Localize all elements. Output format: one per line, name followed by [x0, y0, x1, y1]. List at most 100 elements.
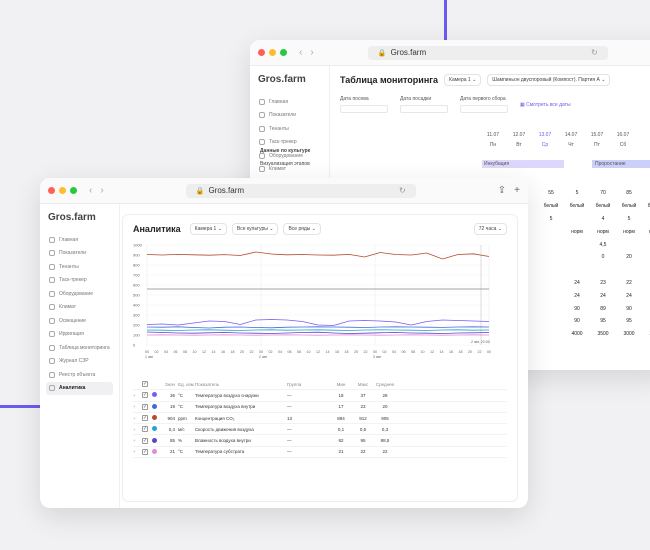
table-cell: 24 — [626, 292, 632, 299]
sidebar-item[interactable]: Таск-трекер — [46, 274, 113, 288]
date-cell[interactable]: 11.07 — [486, 132, 500, 138]
date-cell[interactable]: 15.07 — [590, 132, 604, 138]
sidebar-item[interactable]: Климат — [256, 163, 323, 177]
sidebar-item-label: Ирригация — [59, 331, 84, 338]
table-row[interactable]: + ✓ 0,4 м/с Скорость движения воздуха — 0,1 0,5… — [133, 424, 507, 436]
series-color-cell — [152, 403, 162, 410]
minimize-dot-icon[interactable] — [59, 187, 66, 194]
dayname-cell: Ср — [541, 142, 549, 148]
series-color-cell — [152, 415, 162, 421]
expand-icon[interactable]: + — [133, 404, 136, 410]
row-checkbox[interactable]: ✓ — [142, 392, 148, 399]
sidebar-item[interactable]: Оборудование — [46, 287, 113, 301]
y-tick-label: 0 — [133, 343, 136, 348]
back-arrow-icon[interactable]: ‹ — [89, 185, 93, 196]
range-select[interactable]: 72 часа ⌄ — [473, 223, 507, 235]
nav-item-icon — [259, 152, 265, 159]
sidebar-item[interactable]: Журнал СЗР — [46, 355, 113, 369]
expand-icon[interactable]: + — [133, 426, 136, 432]
table-row[interactable]: + ✓ 85% Влажность воздуха внутри — 82 95 88,5 — [133, 435, 507, 447]
accent-line-horizontal — [0, 405, 44, 408]
crop-select[interactable]: Шампиньон двуспоровый (Компост). Партия … — [487, 74, 611, 86]
nav-arrows: ‹ › — [89, 185, 104, 196]
back-arrow-icon[interactable]: ‹ — [299, 47, 303, 58]
series-color-cell — [152, 448, 162, 455]
sidebar-item[interactable]: Освещение — [46, 314, 113, 328]
table-row[interactable]: + ✓ 36 °C Температура воздуха снаружи — 18 37 28 — [133, 390, 507, 402]
table-cell: 23 — [600, 279, 606, 286]
sidebar-item[interactable]: Оборудование — [256, 149, 323, 163]
table-cell: белый — [595, 203, 611, 210]
maximize-dot-icon[interactable] — [280, 49, 287, 56]
row-checkbox[interactable]: ✓ — [142, 415, 148, 422]
date-cell[interactable]: 12.07 — [512, 132, 526, 138]
share-icon[interactable]: ⇪ — [497, 185, 507, 196]
date-cell[interactable]: 14.07 — [564, 132, 578, 138]
row-checkbox[interactable]: ✓ — [142, 448, 148, 455]
sidebar-item[interactable]: Климат — [46, 301, 113, 315]
table-row[interactable]: + ✓ 21 °C Температура субстрата —21 22 22 — [133, 447, 507, 459]
sidebar-item[interactable]: Тенанты — [256, 122, 323, 136]
forward-arrow-icon[interactable]: › — [100, 185, 104, 196]
stage-growing: Проростание — [592, 160, 650, 168]
sidebar-item[interactable]: Показатели — [46, 247, 113, 261]
row-checkbox[interactable]: ✓ — [142, 403, 148, 410]
analytics-chart[interactable]: 1000 900 800 700 600 500 400 300 200 100 0 00 02 04 06… — [133, 241, 507, 361]
forward-arrow-icon[interactable]: › — [310, 47, 314, 58]
new-tab-icon[interactable]: + — [514, 185, 520, 196]
row-checkbox[interactable]: ✓ — [142, 437, 148, 444]
nav-item-icon — [259, 166, 265, 173]
row-checkbox[interactable]: ✓ — [142, 426, 148, 433]
address-bar[interactable]: 🔒 Gros.farm ↻ — [367, 45, 608, 60]
culture-select[interactable]: Все культуры ⌄ — [231, 223, 279, 235]
expand-icon[interactable]: + — [133, 449, 136, 455]
date-cell[interactable]: 16.07 — [616, 132, 630, 138]
camera-select[interactable]: Камера 1 ⌄ — [189, 223, 227, 235]
reload-icon[interactable]: ↻ — [591, 48, 598, 57]
reload-icon[interactable]: ↻ — [399, 186, 406, 195]
sidebar-item[interactable]: Тенанты — [46, 260, 113, 274]
sidebar-item[interactable]: Таск-трекер — [256, 136, 323, 150]
rows-select[interactable]: Все ряды ⌄ — [283, 223, 321, 235]
expand-icon[interactable]: + — [133, 438, 136, 444]
cursor-label: 2 авг, 22:00 — [471, 340, 490, 344]
x-tick-label: 18 — [231, 350, 235, 354]
cell-unit: % — [178, 438, 183, 444]
close-dot-icon[interactable] — [258, 49, 265, 56]
table-row: белый белый белый белый белый — [538, 200, 650, 213]
sidebar-item[interactable]: Таблица мониторинга — [46, 341, 113, 355]
sidebar-item[interactable]: Аналитика — [46, 381, 113, 395]
address-bar[interactable]: 🔒 Gros.farm ↻ — [185, 183, 416, 198]
date-cell[interactable]: 13.07 — [538, 132, 552, 138]
x-tick-label: 06 — [402, 350, 406, 354]
table-row[interactable]: + ✓ 904 ppm Концентрация CO₂ 13 894 912 905 — [133, 413, 507, 425]
sidebar-item[interactable]: Показатели — [256, 109, 323, 123]
y-tick-label: 400 — [133, 303, 140, 308]
table-row[interactable]: + ✓ 19 °C Температура воздуха внутри — 17 23 20 — [133, 402, 507, 413]
series-color-dot — [152, 437, 157, 443]
maximize-dot-icon[interactable] — [70, 187, 77, 194]
y-tick-label: 900 — [133, 253, 140, 258]
planting-date-field[interactable]: Дата посадки — [400, 96, 448, 113]
expand-icon[interactable]: + — [133, 392, 136, 398]
minimize-dot-icon[interactable] — [269, 49, 276, 56]
see-all-dates-link[interactable]: ▦ Смотреть все даты — [520, 96, 590, 113]
sidebar-item[interactable]: Ирригация — [46, 328, 113, 342]
cell-group: — — [287, 392, 292, 398]
sidebar-item[interactable]: Реестр объекта — [46, 368, 113, 382]
sidebar-item[interactable]: Главная — [256, 95, 323, 109]
harvest-date-field[interactable]: Дата первого сбора — [460, 96, 508, 113]
series-color-cell — [152, 426, 162, 432]
sidebar-item[interactable]: Главная — [46, 233, 113, 247]
sidebar-item-label: Климат — [269, 166, 287, 173]
camera-select[interactable]: Камера 1 ⌄ — [444, 74, 482, 86]
expand-icon[interactable]: + — [133, 415, 136, 421]
x-tick-label: 22 — [478, 350, 482, 354]
close-dot-icon[interactable] — [48, 187, 55, 194]
select-all-checkbox[interactable]: ✓ — [142, 381, 148, 388]
sowing-date-field[interactable]: Дата посева — [340, 96, 388, 113]
table-cell: 90 — [574, 305, 580, 312]
nav-item-icon — [49, 304, 55, 311]
